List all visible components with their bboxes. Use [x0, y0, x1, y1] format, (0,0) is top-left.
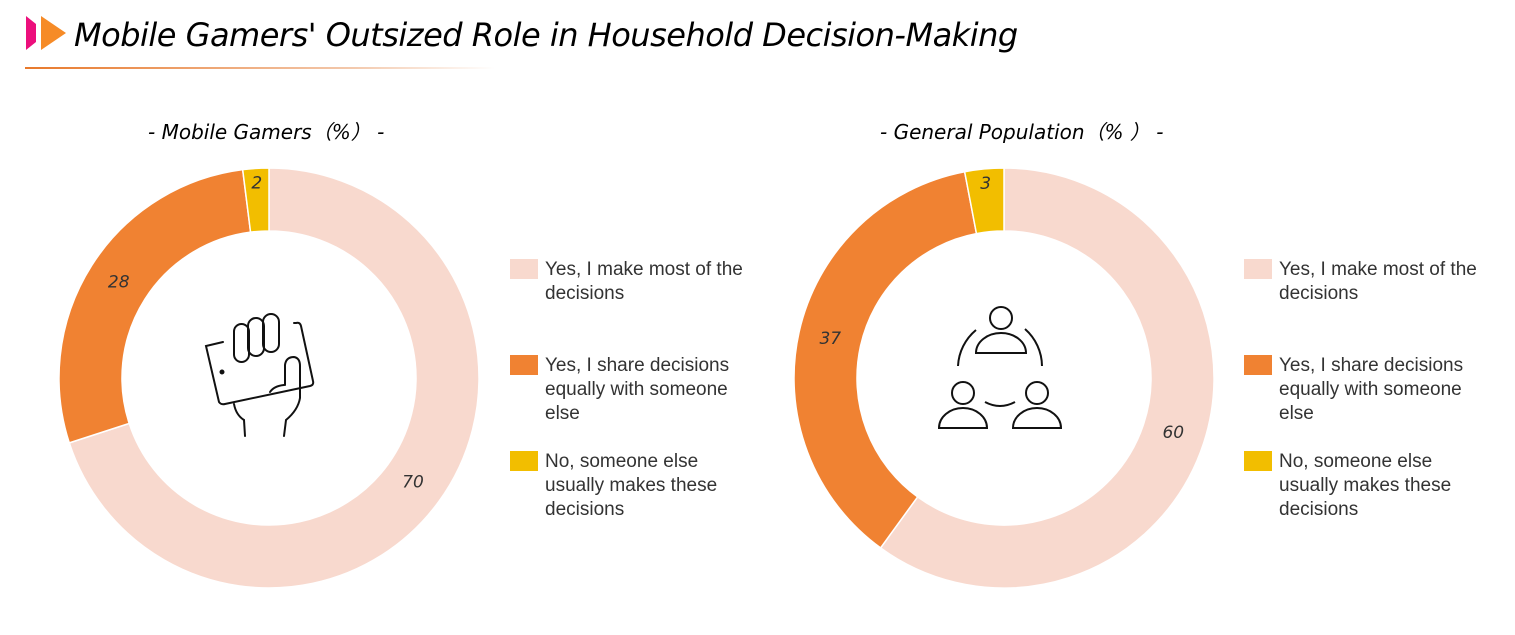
title-divider: [25, 67, 495, 69]
legend-mobile-gamers: Yes, I make most of the decisions Yes, I…: [510, 258, 750, 546]
chart-title-mobile-gamers: - Mobile Gamers（%） -: [148, 120, 385, 144]
title-arrows-icon: [26, 16, 66, 50]
data-label-most: 60: [1162, 423, 1184, 443]
legend-label: Yes, I share decisions equally with some…: [545, 355, 730, 424]
hand-holding-phone-icon: [204, 313, 315, 437]
data-label-someone-else: 3: [980, 174, 991, 194]
legend-swatch: [1244, 259, 1272, 279]
legend-label: No, someone else usually makes these dec…: [545, 451, 718, 520]
legend-label: Yes, I make most of the decisions: [545, 259, 743, 304]
legend-label: Yes, I share decisions equally with some…: [1279, 355, 1464, 424]
slice-share: [793, 170, 978, 549]
donut-0: 70 28 2: [58, 167, 480, 589]
legend-swatch: [510, 259, 538, 279]
legend-swatch: [1244, 355, 1272, 375]
legend-swatch: [1244, 451, 1272, 471]
legend-general-population: Yes, I make most of the decisions Yes, I…: [1244, 258, 1484, 546]
legend-label: No, someone else usually makes these dec…: [1279, 451, 1452, 520]
legend-item-someone-else: No, someone else usually makes these dec…: [510, 450, 750, 522]
legend-item-someone-else: No, someone else usually makes these dec…: [1244, 450, 1484, 522]
donut-1: 60 37 3: [793, 167, 1215, 589]
legend-item-most: Yes, I make most of the decisions: [510, 258, 750, 306]
legend-item-share: Yes, I share decisions equally with some…: [510, 354, 750, 426]
data-label-share: 28: [108, 273, 130, 293]
data-label-someone-else: 2: [251, 173, 262, 193]
data-label-most: 70: [402, 473, 424, 493]
legend-item-most: Yes, I make most of the decisions: [1244, 258, 1484, 306]
people-group-icon: [937, 306, 1063, 429]
slice-most: [68, 167, 480, 589]
data-label-share: 37: [819, 329, 841, 349]
slice-most: [879, 167, 1215, 589]
slice-someone-else: [241, 167, 270, 233]
page-title: Mobile Gamers' Outsized Role in Househol…: [74, 16, 1018, 54]
legend-swatch: [510, 355, 538, 375]
legend-label: Yes, I make most of the decisions: [1279, 259, 1477, 304]
legend-item-share: Yes, I share decisions equally with some…: [1244, 354, 1484, 426]
slice-share: [58, 168, 252, 444]
chart-title-general-population: - General Population（% ） -: [880, 120, 1164, 144]
slice-someone-else: [963, 167, 1005, 235]
legend-swatch: [510, 451, 538, 471]
